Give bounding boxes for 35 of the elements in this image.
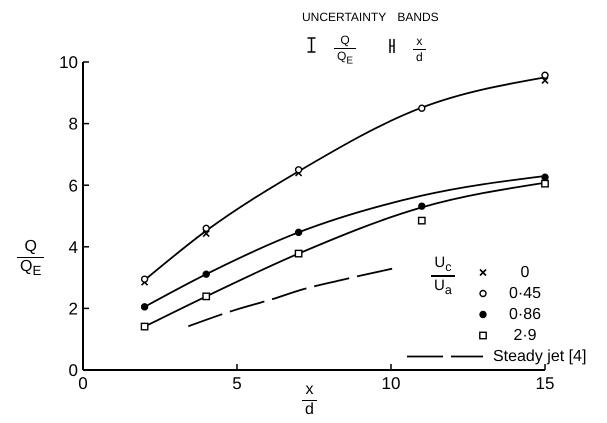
line-series xyxy=(187,268,394,328)
x-axis-title: x d xyxy=(304,381,315,420)
point xyxy=(541,180,549,188)
y-tick-label: 2 xyxy=(68,300,78,319)
point xyxy=(294,250,302,258)
legend-label: Steady jet [4] xyxy=(493,347,586,367)
annotation: x d xyxy=(415,34,424,64)
legend-label: 2·9 xyxy=(512,326,538,346)
point xyxy=(140,275,148,283)
text: UNCERTAINTY BANDS xyxy=(302,10,439,24)
point xyxy=(541,173,549,181)
point xyxy=(418,202,426,210)
y-tick-label: 4 xyxy=(68,238,78,257)
point xyxy=(294,228,302,236)
x-tick-label: 15 xyxy=(536,374,554,394)
y-tick-label: 6 xyxy=(68,176,78,196)
legend-title: U$_{c}$ U$_{a}$ xyxy=(433,254,453,297)
legend-label: 0 xyxy=(520,263,530,283)
point xyxy=(202,270,210,278)
point xyxy=(418,104,426,112)
y-axis-title: Q Q$_{E}$ xyxy=(19,238,42,278)
point xyxy=(140,303,148,311)
point xyxy=(140,322,148,330)
x-tick-label: 10 xyxy=(382,374,400,394)
point xyxy=(541,72,549,79)
y-tick-label: 0 xyxy=(68,361,78,380)
y-tick-label: 10 xyxy=(59,53,78,72)
legend-label: 0·45 xyxy=(508,284,542,304)
point xyxy=(202,292,210,300)
point xyxy=(418,216,426,225)
x-tick-label: 5 xyxy=(232,374,242,394)
annotation: Q Q$_{E}$ xyxy=(336,33,354,67)
legend-label: 0·86 xyxy=(508,305,542,325)
y-tick-label: 8 xyxy=(68,114,78,134)
point xyxy=(294,166,302,174)
